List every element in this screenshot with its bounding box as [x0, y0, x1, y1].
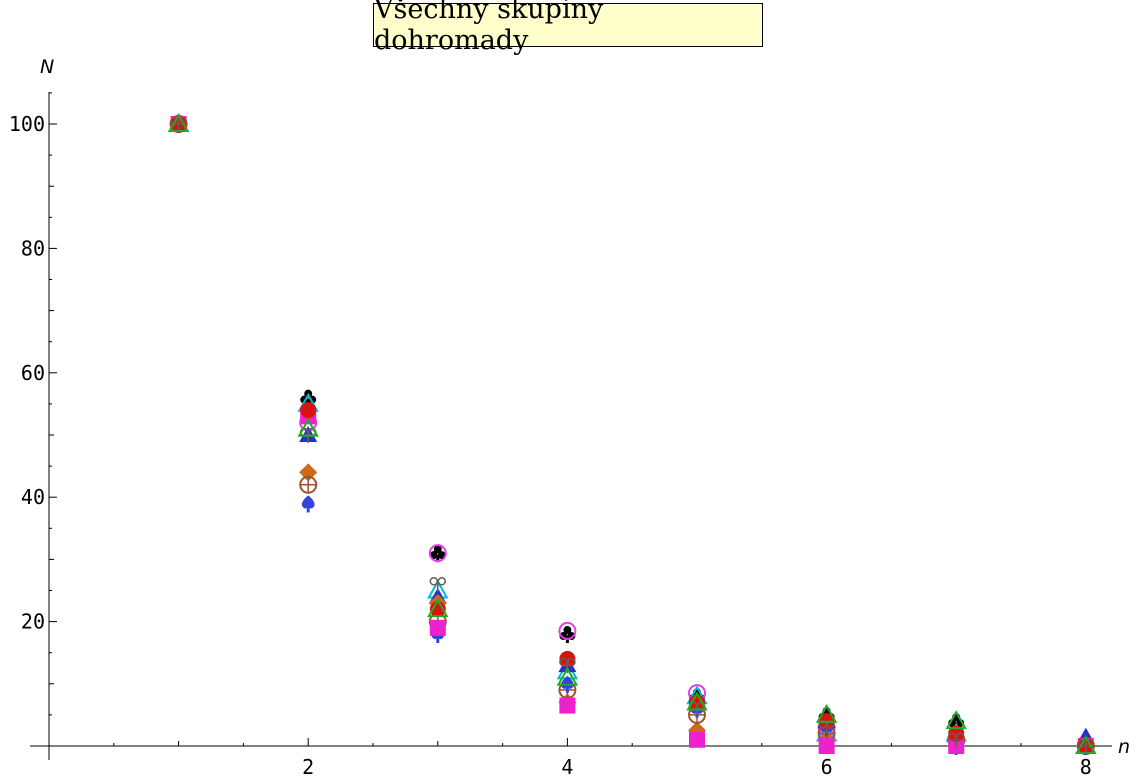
y-tick-label: 20	[21, 610, 45, 634]
data-point	[686, 691, 708, 711]
point-shape	[427, 598, 449, 618]
point-shape	[955, 732, 965, 742]
data-point	[300, 402, 317, 419]
data-point	[429, 577, 447, 593]
data-point	[561, 675, 574, 693]
y-tick-label: 60	[21, 361, 45, 385]
y-tick-label: 40	[21, 485, 45, 509]
point-shape	[818, 720, 827, 729]
point-shape	[686, 691, 708, 711]
data-point	[1077, 738, 1095, 754]
point-shape	[433, 545, 442, 554]
point-shape	[948, 725, 965, 742]
x-tick-label: 8	[1080, 755, 1092, 779]
point-shape	[567, 657, 576, 667]
point-shape	[170, 116, 179, 126]
axes: 2 4 6 8 20 40 60 80 100	[9, 92, 1112, 779]
point-shape	[558, 621, 577, 640]
data-point	[948, 725, 965, 742]
data-point	[689, 694, 705, 711]
data-point	[427, 598, 449, 618]
point-shape	[436, 555, 440, 563]
point-shape	[297, 417, 319, 437]
point-shape	[299, 463, 318, 482]
point-shape	[437, 577, 447, 586]
point-shape	[689, 731, 705, 748]
point-shape	[428, 544, 447, 563]
point-shape	[1075, 734, 1097, 754]
point-shape	[300, 402, 317, 419]
point-shape	[429, 577, 439, 586]
data-point	[689, 731, 705, 748]
point-shape	[826, 720, 835, 729]
data-point	[947, 732, 965, 748]
point-shape	[556, 666, 579, 686]
point-shape	[301, 495, 315, 509]
data-point	[428, 544, 447, 563]
x-tick-label: 4	[561, 755, 573, 779]
data-point	[559, 650, 576, 667]
point-shape	[178, 116, 187, 126]
data-point	[558, 621, 577, 640]
point-shape	[1077, 738, 1087, 748]
y-tick-label: 100	[9, 112, 45, 136]
data-point	[429, 545, 446, 563]
point-shape	[565, 685, 569, 693]
point-shape	[1085, 738, 1095, 748]
x-tick-label: 6	[821, 755, 833, 779]
point-shape	[815, 703, 838, 723]
data-point	[1075, 734, 1097, 754]
data-point	[429, 601, 446, 618]
point-shape	[559, 650, 576, 667]
point-shape	[429, 601, 446, 618]
point-shape	[167, 112, 190, 132]
point-shape	[818, 738, 835, 754]
data-point	[559, 697, 576, 714]
point-shape	[559, 697, 576, 714]
data-point	[301, 495, 315, 513]
point-shape	[945, 710, 967, 730]
data-point	[559, 626, 576, 644]
point-shape	[561, 675, 574, 689]
x-tick-label: 2	[302, 755, 314, 779]
data-point	[429, 619, 446, 636]
data-point	[170, 116, 187, 132]
chart-title: Všechny skupiny dohromady	[373, 0, 763, 56]
data-point	[556, 666, 579, 686]
point-shape	[429, 619, 446, 636]
y-tick-label: 80	[21, 236, 45, 260]
point-shape	[689, 694, 705, 711]
data-point	[299, 463, 318, 482]
y-axis-label: N	[40, 56, 55, 78]
x-axis-label: n	[1118, 736, 1131, 758]
data-point	[297, 417, 319, 437]
point-shape	[559, 657, 568, 667]
data-point	[299, 475, 318, 494]
chart-marks	[167, 112, 1097, 755]
data-point	[945, 710, 967, 730]
data-point	[167, 112, 190, 132]
data-point	[818, 738, 835, 754]
data-point	[818, 720, 835, 736]
data-point	[815, 703, 838, 723]
point-shape	[563, 626, 572, 635]
point-shape	[306, 505, 310, 513]
point-shape	[947, 732, 957, 742]
point-shape	[436, 636, 440, 644]
